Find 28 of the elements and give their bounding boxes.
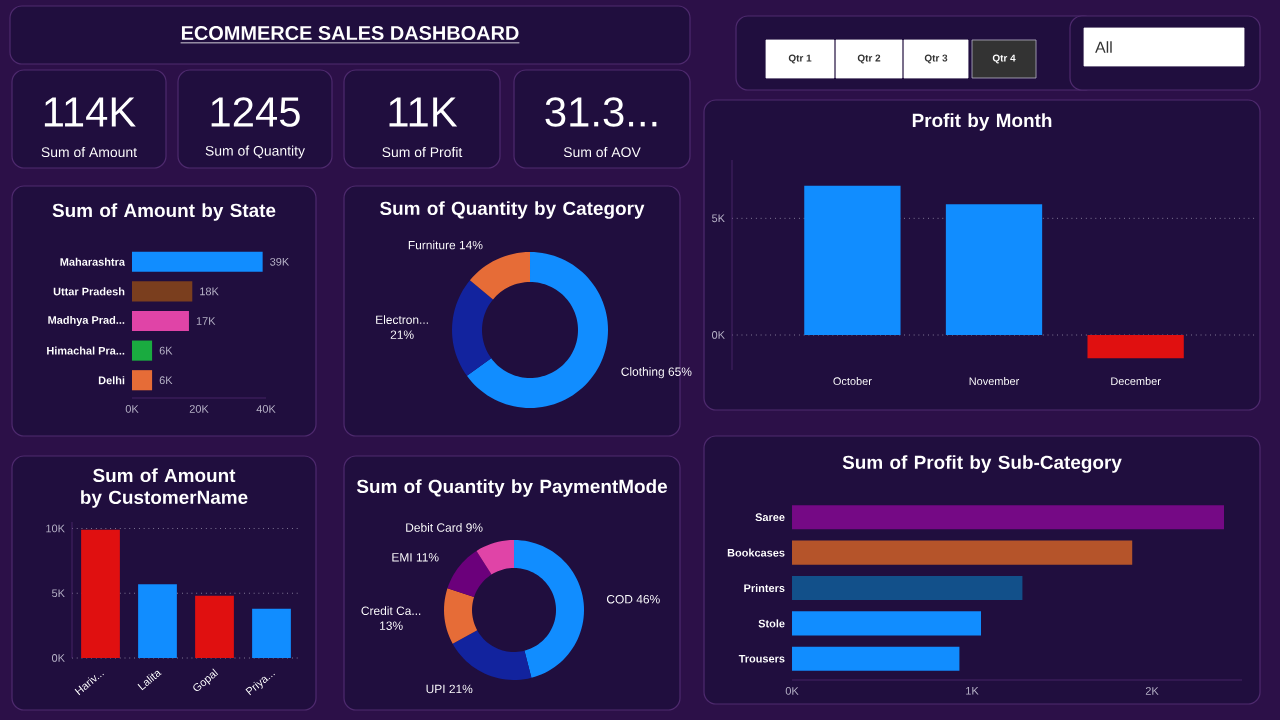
bar bbox=[132, 340, 153, 361]
bar bbox=[1087, 335, 1184, 359]
chart-title: Profit by Month bbox=[912, 113, 1052, 131]
bar bbox=[945, 204, 1043, 335]
text: 31.3... bbox=[545, 97, 657, 127]
chart-title: Sum of Profit by Sub-Category bbox=[842, 455, 1122, 473]
chart-title: Sum of Quantity by PaymentMode bbox=[356, 479, 668, 497]
text: ECOMMERCE SALES DASHBOARD bbox=[181, 25, 519, 41]
chart-title: Sum of Amount by CustomerName bbox=[81, 468, 248, 508]
bar bbox=[138, 584, 177, 658]
text: 11K bbox=[389, 97, 458, 127]
bar bbox=[195, 595, 234, 658]
bar bbox=[804, 185, 901, 335]
bar bbox=[132, 310, 189, 332]
bar bbox=[792, 575, 1023, 601]
bar bbox=[132, 370, 153, 391]
bar bbox=[132, 281, 193, 302]
bar bbox=[792, 611, 982, 636]
chart-title: Sum of Quantity by Category bbox=[380, 201, 645, 219]
text: 114K bbox=[44, 97, 136, 127]
bar bbox=[792, 646, 960, 671]
chart-title: Sum of Amount by State bbox=[52, 203, 276, 221]
bar bbox=[792, 505, 1225, 530]
bar bbox=[81, 529, 120, 658]
bar bbox=[792, 540, 1133, 565]
bar bbox=[132, 251, 263, 272]
text: 1245 bbox=[211, 97, 300, 127]
bar bbox=[252, 608, 291, 658]
